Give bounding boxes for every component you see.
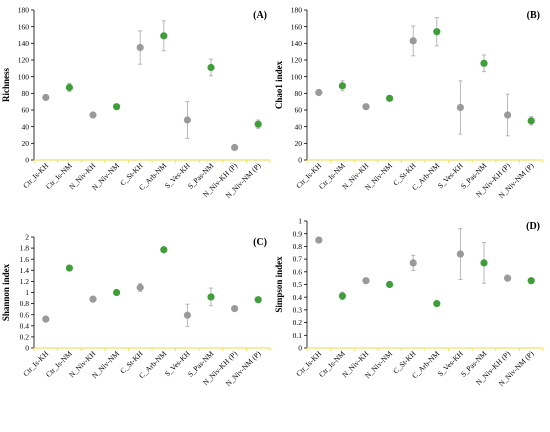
y-tick-label: 0.4 [20, 321, 30, 330]
y-axis-title: Simpson index [274, 256, 284, 313]
y-tick-label: 140 [291, 39, 303, 48]
panel-label: (B) [527, 10, 540, 21]
data-point [480, 59, 488, 67]
y-tick-label: 0 [298, 156, 302, 165]
data-point [315, 236, 323, 244]
data-point [527, 277, 535, 285]
y-tick-label: 2 [25, 233, 29, 242]
y-tick-label: 100 [18, 72, 30, 81]
data-point [231, 143, 239, 152]
data-point [409, 259, 417, 267]
y-tick-label: 20 [295, 139, 303, 148]
data-point [65, 264, 73, 272]
y-tick-label: 60 [295, 106, 303, 115]
y-tick-label: 0.1 [293, 331, 303, 340]
data-point [136, 43, 144, 52]
y-tick-label: 120 [291, 56, 303, 65]
y-tick-label: 0.5 [293, 280, 303, 289]
y-tick-label: 60 [22, 106, 30, 115]
data-point [42, 315, 50, 323]
data-point [338, 292, 346, 300]
y-axis-title: Richness [1, 68, 11, 103]
data-point [89, 295, 97, 303]
y-tick-label: 1.2 [20, 277, 30, 286]
y-tick-label: 180 [291, 6, 303, 15]
y-tick-label: 0 [25, 344, 29, 353]
chart-panel-1: 020406080100120140160180Richness(A)Ctr_I… [1, 6, 271, 200]
y-tick-label: 40 [295, 122, 303, 131]
y-tick-label: 1 [25, 288, 29, 297]
y-tick-label: 140 [18, 39, 30, 48]
data-point [160, 246, 168, 254]
data-point [113, 103, 121, 111]
data-point [386, 94, 394, 102]
y-tick-label: 0.4 [293, 293, 303, 302]
data-point [89, 111, 97, 119]
data-point [504, 111, 512, 119]
y-tick-label: 0.6 [293, 267, 303, 276]
data-point [315, 88, 323, 97]
data-point [65, 83, 73, 92]
chart-panel-4: 0 0.1 0.2 0.3 0.4 0.5 0.6 0.7 0.8 0.9 1 Simpson ind… [274, 217, 544, 388]
panel-label: (C) [253, 237, 267, 248]
data-point [456, 250, 464, 258]
data-point [42, 93, 50, 102]
y-tick-label: 0.3 [293, 306, 303, 315]
data-point [362, 277, 370, 285]
data-point [504, 274, 512, 282]
data-point [113, 288, 121, 297]
y-tick-label: 160 [18, 22, 30, 31]
y-tick-label: 80 [295, 89, 303, 98]
data-point [231, 304, 239, 313]
panel-label: (D) [526, 221, 540, 232]
y-tick-label: 0.2 [293, 318, 303, 327]
y-tick-label: 120 [18, 56, 30, 65]
y-tick-label: 0 [25, 156, 29, 165]
y-tick-label: 20 [22, 139, 30, 148]
data-point [136, 283, 144, 292]
data-point [480, 259, 488, 267]
data-point [254, 296, 262, 304]
chart-panel-3: 0 0.2 0.4 0.6 0.8 1 1.2 1.4 1.6 1.8 2 Shannon index… [1, 233, 271, 388]
data-point [409, 37, 417, 45]
y-tick-label: 0.2 [20, 333, 30, 342]
data-point [362, 103, 370, 111]
data-point [183, 116, 191, 124]
data-point [207, 293, 215, 301]
data-point [338, 82, 346, 90]
y-tick-label: 1 [298, 217, 302, 226]
y-tick-label: 100 [291, 72, 303, 81]
data-point [160, 32, 168, 40]
data-point [386, 280, 394, 289]
y-tick-label: 0.8 [293, 242, 303, 251]
y-tick-label: 1.4 [20, 266, 30, 275]
y-tick-label: 0.9 [293, 229, 303, 238]
y-tick-label: 0.6 [20, 310, 30, 319]
data-point [456, 103, 464, 112]
y-tick-label: 0 [298, 344, 302, 353]
panel-label: (A) [253, 10, 267, 21]
y-tick-label: 40 [22, 122, 30, 131]
y-tick-label: 180 [18, 6, 30, 15]
data-point [183, 311, 191, 319]
data-point [527, 117, 535, 125]
y-axis-title: Chao1 index [274, 60, 284, 109]
data-point [433, 299, 441, 308]
data-point [207, 63, 215, 72]
y-tick-label: 80 [22, 89, 30, 98]
y-tick-label: 160 [291, 22, 303, 31]
data-point [433, 28, 441, 36]
y-tick-label: 0.7 [293, 255, 303, 264]
y-tick-label: 1.6 [20, 255, 30, 264]
y-axis-title: Shannon index [1, 263, 11, 321]
y-tick-label: 1.8 [20, 244, 30, 253]
y-tick-label: 0.8 [20, 299, 30, 308]
data-point [254, 120, 262, 128]
